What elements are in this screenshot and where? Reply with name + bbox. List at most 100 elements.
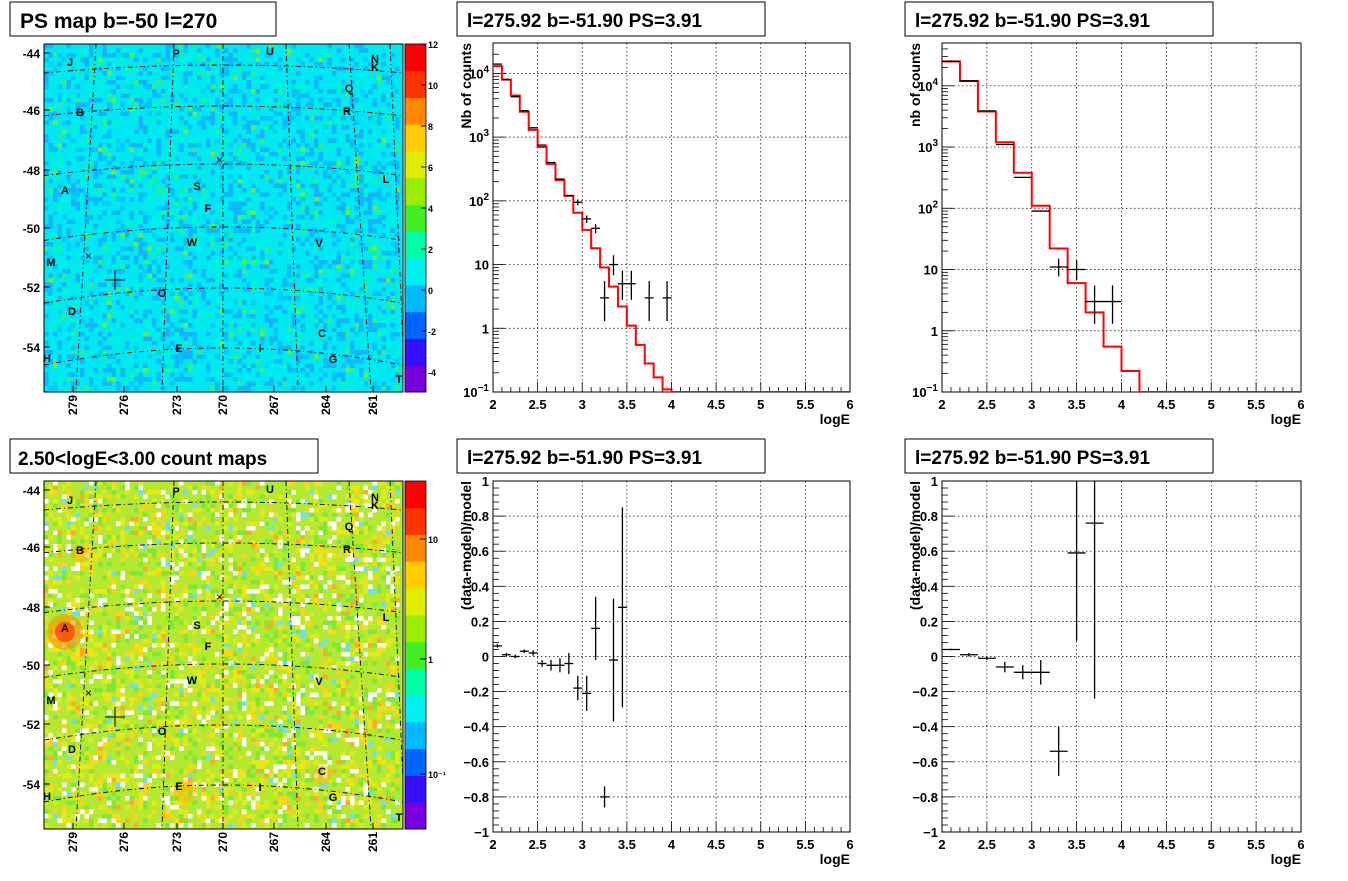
source-label: U — [266, 484, 274, 496]
y-axis-label: (data-model)/model — [907, 481, 923, 610]
colorbar-segment — [405, 749, 426, 776]
y-tick-label: −0.8 — [912, 790, 938, 805]
source-label: A — [61, 185, 69, 197]
plot-title: l=275.92 b=-51.90 PS=3.91 — [467, 448, 702, 469]
source-label: R — [343, 106, 351, 118]
x-tick-label: 4 — [1118, 397, 1126, 412]
source-label: I — [258, 782, 261, 794]
colorbar-tick-label: -2 — [428, 327, 436, 337]
colorbar-segment — [405, 365, 426, 392]
x-tick-label: 2.5 — [529, 837, 547, 852]
source-label: R — [343, 544, 351, 556]
map-x-tick-label: 264 — [319, 832, 333, 852]
x-tick-label: 5 — [1208, 837, 1215, 852]
source-label: L — [383, 612, 390, 624]
plot-title: l=275.92 b=-51.90 PS=3.91 — [915, 448, 1150, 469]
source-label: K — [371, 500, 379, 512]
colorbar-segment — [405, 231, 426, 258]
source-label: T — [396, 374, 403, 386]
map-x-tick-label: 279 — [66, 832, 80, 852]
x-tick-label: 5 — [757, 837, 764, 852]
source-label: Q — [345, 521, 354, 533]
x-tick-label: 2.5 — [529, 397, 547, 412]
x-tick-label: 3 — [1028, 837, 1035, 852]
x-axis-label: logE — [820, 851, 850, 867]
x-axis-label: logE — [1271, 851, 1301, 867]
source-label: C — [318, 328, 326, 340]
colorbar-tick-label: 10⁻¹ — [428, 770, 446, 780]
y-tick-label: −0.2 — [912, 685, 938, 700]
map-x-tick-label: 261 — [366, 832, 380, 852]
colorbar-segment — [405, 588, 426, 615]
colorbar-segment — [405, 561, 426, 588]
map-y-tick-label: -50 — [23, 222, 41, 236]
colorbar-tick-label: 2 — [428, 245, 433, 255]
source-label: E — [175, 343, 182, 355]
source-label: F — [205, 641, 212, 653]
map-y-tick-label: -50 — [23, 659, 41, 673]
colorbar-tick-label: 4 — [428, 204, 433, 214]
source-label: M — [46, 695, 55, 707]
source-label: U — [266, 46, 274, 58]
svg-text:×: × — [216, 153, 223, 167]
y-tick-label: 1 — [931, 324, 938, 339]
y-tick-label: −0.4 — [463, 720, 489, 735]
x-tick-label: 5.5 — [1247, 397, 1265, 412]
x-tick-label: 4 — [668, 837, 676, 852]
colorbar-tick-label: 8 — [428, 122, 433, 132]
source-label: B — [76, 107, 84, 119]
source-label: K — [371, 62, 379, 74]
map-x-tick-label: 270 — [216, 832, 230, 852]
colorbar-segment — [405, 312, 426, 339]
map-x-tick-label: 276 — [117, 395, 131, 415]
colorbar-segment — [405, 124, 426, 151]
x-tick-label: 5 — [1208, 397, 1215, 412]
map-y-tick-label: -46 — [23, 104, 41, 118]
x-tick-label: 4 — [1118, 837, 1126, 852]
x-tick-label: 3 — [579, 837, 586, 852]
map-x-tick-label: 267 — [267, 395, 281, 415]
source-label: O — [158, 726, 167, 738]
x-tick-label: 4 — [668, 397, 676, 412]
y-tick-label: −0.6 — [912, 755, 938, 770]
colorbar-segment — [405, 258, 426, 285]
source-label: L — [383, 174, 390, 186]
colorbar-segment — [405, 98, 426, 125]
y-tick-label: 0.2 — [471, 614, 489, 629]
x-axis-label: logE — [1271, 411, 1301, 427]
source-label: P — [172, 486, 179, 498]
colorbar-segment — [405, 802, 426, 829]
x-tick-label: 4.5 — [1157, 397, 1175, 412]
x-tick-label: 2.5 — [978, 837, 996, 852]
y-axis-label: nb of counts — [907, 43, 923, 127]
x-axis-label: logE — [820, 411, 850, 427]
source-label: D — [68, 306, 76, 318]
y-tick-label: 0.2 — [920, 614, 938, 629]
colorbar-segment — [405, 205, 426, 232]
x-tick-label: 6 — [846, 837, 853, 852]
plot-title: l=275.92 b=-51.90 PS=3.91 — [467, 11, 702, 32]
colorbar-segment — [405, 44, 426, 71]
source-label: T — [396, 812, 403, 824]
x-tick-label: 2.5 — [978, 397, 996, 412]
colorbar-tick-label: 12 — [428, 40, 438, 50]
colorbar-segment — [405, 615, 426, 642]
x-tick-label: 6 — [1297, 837, 1304, 852]
y-tick-label: 10 — [475, 258, 489, 273]
x-tick-label: 2 — [938, 397, 945, 412]
x-tick-label: 3.5 — [1068, 397, 1086, 412]
map-x-tick-label: 276 — [117, 832, 131, 852]
y-tick-label: 10 — [924, 263, 938, 278]
source-label: C — [318, 766, 326, 778]
y-tick-label: −0.2 — [463, 685, 489, 700]
y-tick-label: 0 — [931, 650, 938, 665]
map-y-tick-label: -46 — [23, 541, 41, 555]
map-y-tick-label: -48 — [23, 164, 41, 178]
colorbar-tick-label: -4 — [428, 368, 436, 378]
colorbar-tick-label: 10 — [428, 81, 438, 91]
